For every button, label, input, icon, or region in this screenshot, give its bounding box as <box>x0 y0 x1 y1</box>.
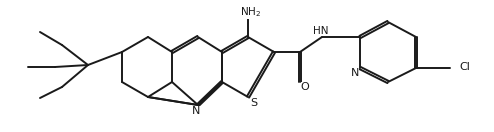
Text: S: S <box>250 98 257 108</box>
Text: N: N <box>192 106 201 116</box>
Text: HN: HN <box>313 26 329 36</box>
Text: Cl: Cl <box>459 62 470 72</box>
Text: N: N <box>351 68 359 78</box>
Text: NH$_2$: NH$_2$ <box>240 5 261 19</box>
Text: O: O <box>300 82 309 92</box>
